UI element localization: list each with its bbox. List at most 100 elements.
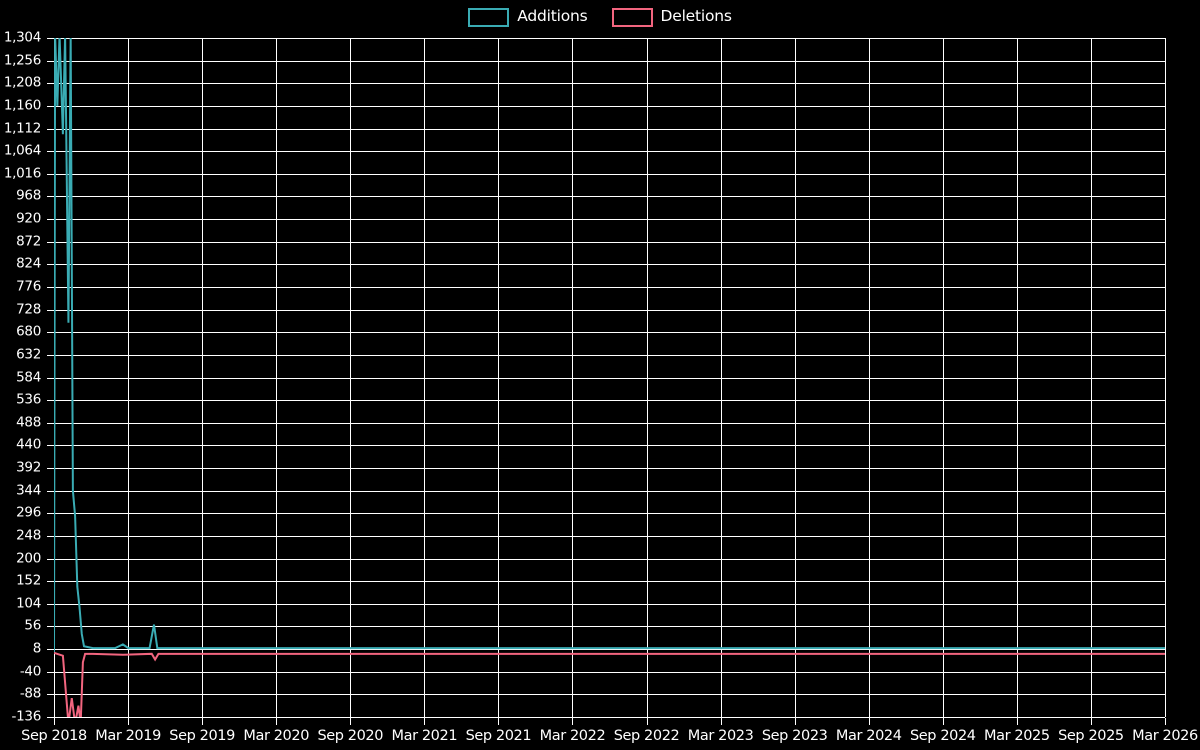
y-tick (47, 445, 54, 447)
y-tick-label: 920 (16, 210, 41, 227)
y-tick-label: 440 (16, 436, 41, 453)
y-tick-label: 1,256 (3, 51, 41, 68)
y-tick (47, 649, 54, 651)
y-tick (47, 83, 54, 85)
y-tick-label: 152 (16, 572, 41, 589)
y-tick-label: 872 (16, 232, 41, 249)
y-tick (47, 151, 54, 153)
y-tick (47, 558, 54, 560)
x-tick (128, 718, 130, 725)
x-tick-label: Mar 2020 (243, 728, 310, 744)
x-tick (54, 718, 55, 725)
grid-hline (54, 196, 1165, 198)
grid-hline (54, 219, 1165, 221)
x-tick (424, 718, 426, 725)
series-svg (54, 38, 1165, 717)
grid-vline (202, 38, 204, 717)
grid-hline (54, 649, 1165, 651)
grid-hline (54, 264, 1165, 266)
additions-swatch (468, 7, 510, 27)
y-tick-label: 104 (16, 595, 41, 612)
y-tick (47, 581, 54, 583)
grid-hline (54, 422, 1165, 424)
x-tick (720, 718, 722, 725)
grid-vline (276, 38, 278, 717)
x-tick-label: Sep 2022 (613, 728, 680, 744)
x-tick (572, 718, 574, 725)
grid-vline (942, 38, 944, 717)
x-tick (1016, 718, 1018, 725)
grid-hline (54, 400, 1165, 402)
x-tick (868, 718, 870, 725)
x-tick (1090, 718, 1092, 725)
y-tick-label: 824 (16, 255, 41, 272)
gridlines (54, 38, 1166, 718)
grid-vline (1016, 38, 1018, 717)
y-tick (47, 603, 54, 605)
y-tick (47, 626, 54, 628)
grid-hline (54, 173, 1165, 175)
y-tick-label: 344 (16, 481, 41, 498)
x-tick-label: Mar 2022 (539, 728, 606, 744)
y-tick (47, 422, 54, 424)
x-tick-label: Sep 2024 (909, 728, 976, 744)
grid-hline (54, 377, 1165, 379)
x-axis: Sep 2018 Mar 2019 Sep 2019 Mar 2020 Sep 2020… (0, 718, 1200, 750)
grid-hline (54, 286, 1165, 288)
y-tick (47, 309, 54, 311)
y-tick (47, 513, 54, 515)
y-tick-label: -40 (19, 662, 41, 679)
grid-hline (54, 558, 1165, 560)
x-tick-label: Mar 2023 (687, 728, 754, 744)
grid-hline (54, 513, 1165, 515)
grid-hline (54, 535, 1165, 537)
legend-label-additions: Additions (517, 7, 588, 26)
y-tick (47, 717, 54, 718)
grid-hline (54, 151, 1165, 153)
y-tick (47, 128, 54, 130)
x-tick-label: Sep 2018 (21, 728, 87, 744)
grid-hline (54, 445, 1165, 447)
y-tick (47, 354, 54, 356)
y-tick-label: 1,208 (3, 74, 41, 91)
grid-vline (424, 38, 426, 717)
y-tick (47, 286, 54, 288)
legend-item-additions[interactable]: Additions (468, 7, 588, 27)
y-tick-label: 200 (16, 549, 41, 566)
y-tick (47, 219, 54, 221)
x-tick (1165, 718, 1166, 725)
y-tick-label: -88 (19, 685, 41, 702)
grid-hline (54, 38, 1165, 39)
grid-vline (720, 38, 722, 717)
grid-hline (54, 354, 1165, 356)
y-tick-label: 488 (16, 414, 41, 431)
y-tick-label: 296 (16, 504, 41, 521)
y-tick-label: 584 (16, 368, 41, 385)
grid-vline (572, 38, 574, 717)
grid-vline (646, 38, 648, 717)
y-tick-label: 1,112 (3, 119, 41, 136)
y-tick-label: 8 (32, 640, 42, 657)
y-tick-label: 776 (16, 278, 41, 295)
grid-hline (54, 717, 1165, 718)
grid-hline (54, 60, 1165, 62)
grid-hline (54, 83, 1165, 85)
legend-item-deletions[interactable]: Deletions (611, 7, 732, 27)
y-tick (47, 38, 54, 39)
y-tick-label: 1,064 (3, 142, 41, 159)
y-tick-label: -136 (11, 708, 42, 725)
x-tick-label: Sep 2025 (1058, 728, 1124, 744)
x-tick (498, 718, 500, 725)
x-tick-label: Mar 2024 (835, 728, 902, 744)
grid-hline (54, 671, 1165, 673)
y-tick-label: 56 (24, 617, 41, 634)
x-tick (276, 718, 278, 725)
y-tick-label: 632 (16, 346, 41, 363)
grid-hline (54, 309, 1165, 311)
y-tick (47, 468, 54, 470)
y-tick-label: 680 (16, 323, 41, 340)
x-tick-label: Sep 2020 (317, 728, 384, 744)
x-tick-label: Sep 2019 (169, 728, 235, 744)
grid-hline (54, 694, 1165, 696)
